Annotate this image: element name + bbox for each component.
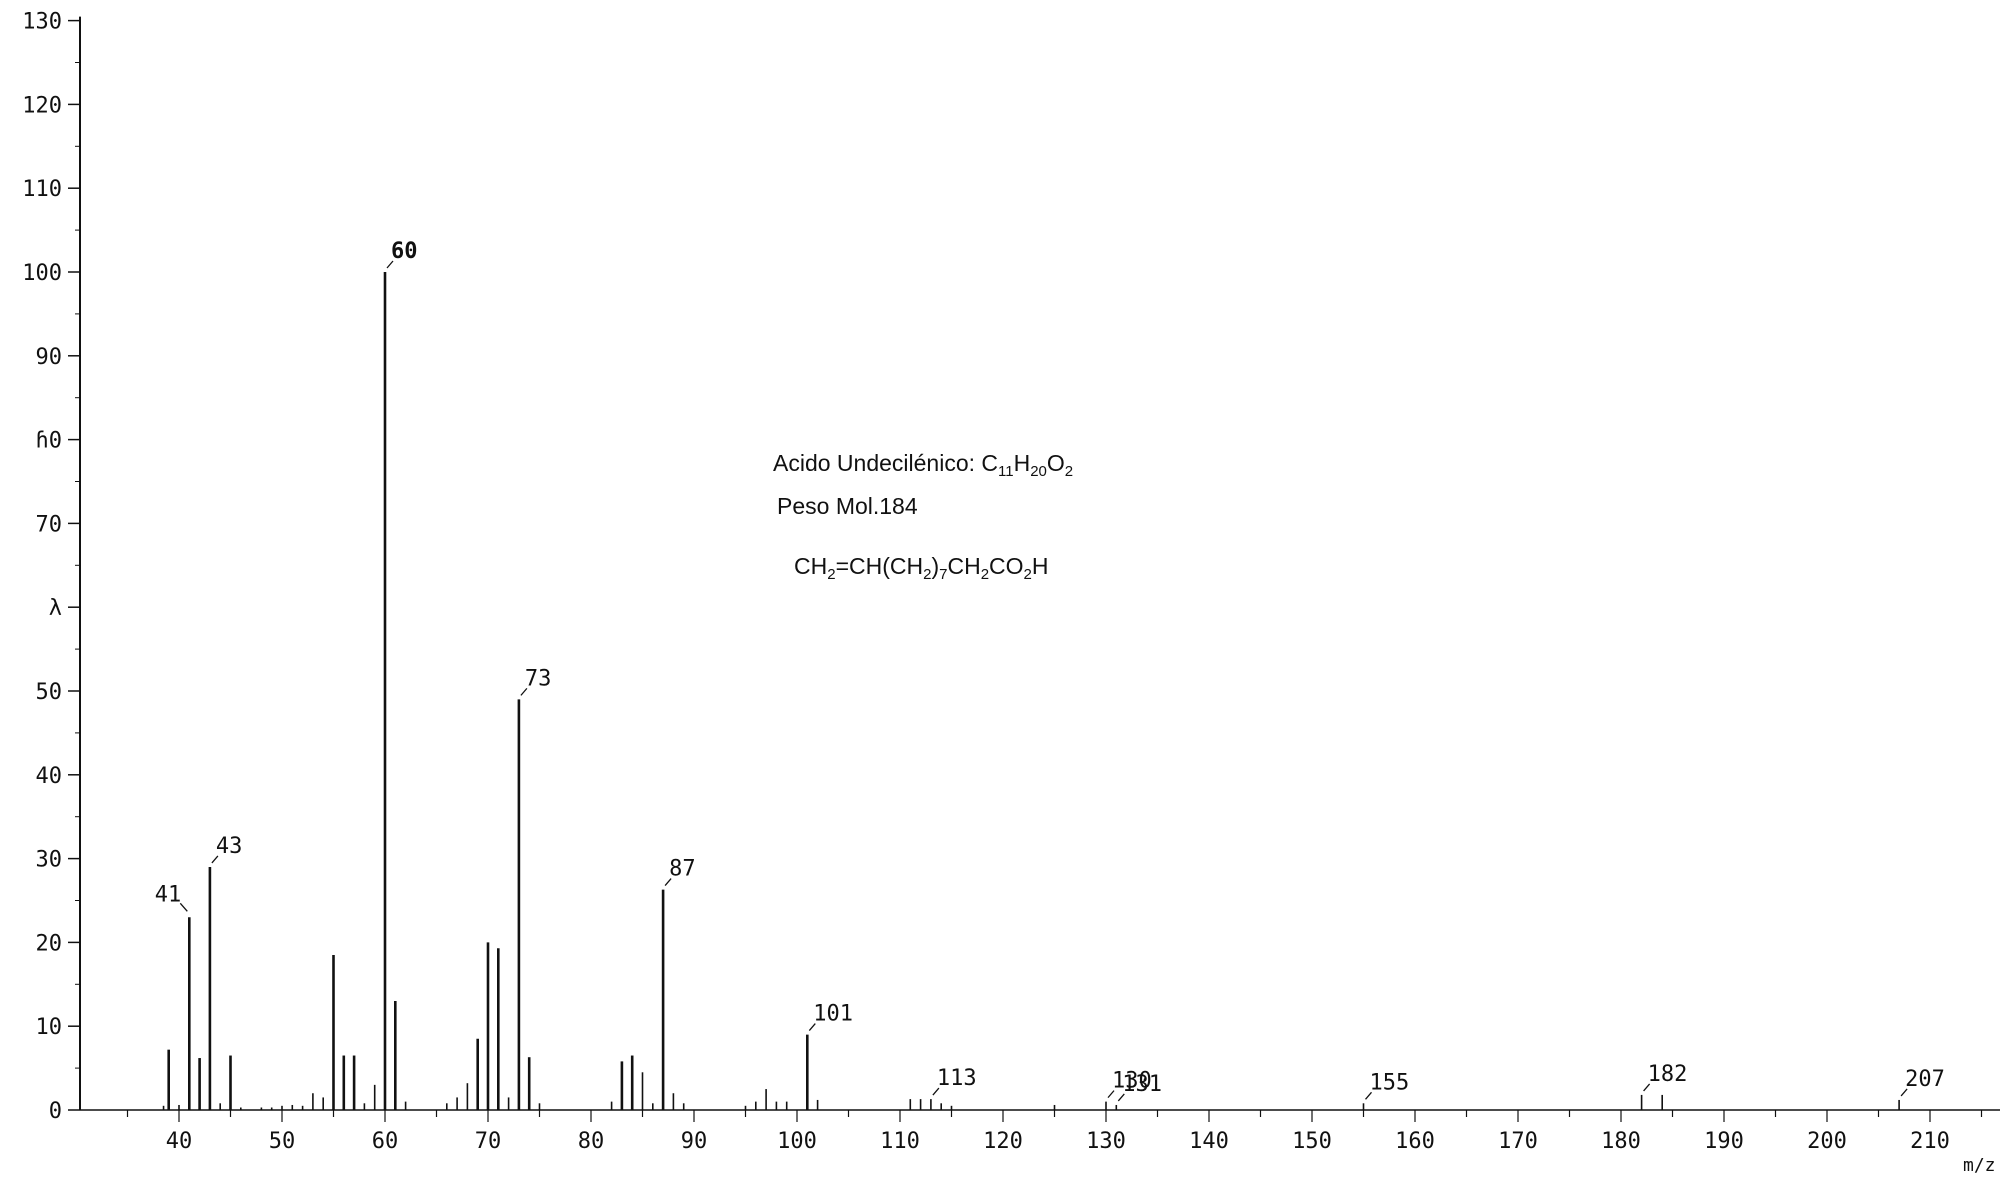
peak-label: 87 xyxy=(669,857,696,882)
x-tick-label: 190 xyxy=(1704,1129,1744,1154)
x-tick-label: 50 xyxy=(269,1129,296,1154)
y-tick-label: 10 xyxy=(36,1015,63,1040)
x-tick-label: 180 xyxy=(1601,1129,1641,1154)
peak-label: 130 xyxy=(1112,1069,1152,1094)
peak-label: 131 xyxy=(1122,1072,1162,1097)
peak-label: 113 xyxy=(937,1066,977,1091)
peak-label-leader xyxy=(179,902,188,912)
peak-label-leader xyxy=(664,878,672,887)
y-tick-label: 90 xyxy=(36,345,63,370)
x-tick-label: 210 xyxy=(1910,1129,1950,1154)
y-tick-label: 50 xyxy=(36,680,63,705)
y-tick-label: 30 xyxy=(36,848,63,873)
peak-label: 182 xyxy=(1648,1062,1688,1087)
peak-label: 60 xyxy=(391,239,418,264)
peak-label-leader xyxy=(1117,1093,1125,1102)
spectrum-peaks xyxy=(162,272,1900,1110)
peak-label: 101 xyxy=(813,1002,853,1027)
x-tick-label: 170 xyxy=(1498,1129,1538,1154)
peak-label-leader xyxy=(932,1087,940,1096)
compound-name: Acido Undecilénico: C11H20O2 xyxy=(773,450,1074,480)
axes: 0 10 20 30 40 50 λ 70 ɦ0 90 100 110 120 130 40 50 60 70 80… xyxy=(22,10,2000,1154)
peak-label-leader xyxy=(1643,1083,1651,1092)
y-tick-label: 40 xyxy=(36,764,63,789)
x-tick-label: 160 xyxy=(1395,1129,1435,1154)
x-tick-label: 90 xyxy=(681,1129,708,1154)
y-tick-label: 130 xyxy=(22,10,62,35)
x-tick-label: 40 xyxy=(166,1129,193,1154)
peak-label-leader xyxy=(211,855,219,864)
peak-label-leader xyxy=(808,1023,816,1032)
y-tick-label: ɦ0 xyxy=(36,429,63,454)
peak-label: 207 xyxy=(1905,1067,1945,1092)
peak-label: 73 xyxy=(525,666,552,691)
y-tick-label: 0 xyxy=(49,1099,62,1124)
y-tick-label: 120 xyxy=(22,93,62,118)
y-tick-label: 100 xyxy=(22,261,62,286)
peak-label-leader xyxy=(520,687,528,696)
molecular-weight: Peso Mol.184 xyxy=(777,493,918,519)
peak-label-leader xyxy=(386,260,394,269)
y-tick-label: 20 xyxy=(36,931,63,956)
x-tick-label: 200 xyxy=(1807,1129,1847,1154)
x-tick-label: 140 xyxy=(1189,1129,1229,1154)
peak-label: 41 xyxy=(155,882,182,907)
peak-label-leader xyxy=(1365,1091,1372,1100)
x-tick-label: 80 xyxy=(578,1129,605,1154)
x-tick-label: 150 xyxy=(1292,1129,1332,1154)
peak-label-leader xyxy=(1107,1090,1115,1099)
x-tick-label: 70 xyxy=(475,1129,502,1154)
x-tick-label: 110 xyxy=(880,1129,920,1154)
peak-label: 43 xyxy=(216,834,243,859)
peak-label-leader xyxy=(1900,1088,1908,1097)
x-tick-label: 130 xyxy=(1086,1129,1126,1154)
x-axis-unit-label: m/z xyxy=(1963,1155,1996,1176)
peak-label: 155 xyxy=(1370,1070,1410,1095)
y-tick-label: 110 xyxy=(22,177,62,202)
structural-formula: CH2=CH(CH2)7CH2CO2H xyxy=(794,553,1049,583)
x-tick-label: 120 xyxy=(983,1129,1023,1154)
y-tick-label: 70 xyxy=(36,512,63,537)
x-tick-label: 60 xyxy=(372,1129,399,1154)
x-tick-label: 100 xyxy=(777,1129,817,1154)
y-tick-label: λ xyxy=(49,596,62,621)
